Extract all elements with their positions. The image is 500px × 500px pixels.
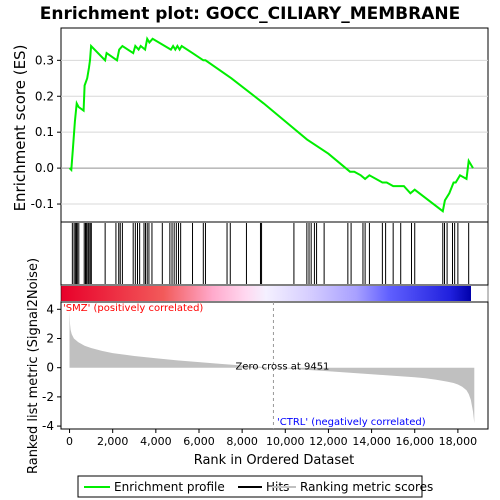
zero-cross-label: Zero cross at 9451 — [235, 362, 329, 373]
x-tick-label: 10,000 — [266, 435, 305, 448]
hits-panel — [60, 221, 489, 286]
x-axis-label: Rank in Ordered Dataset — [194, 453, 355, 468]
es-y-tick-label: 0.3 — [35, 53, 54, 67]
es-y-tick-label: 0.0 — [35, 161, 54, 175]
x-tick-label: 18,000 — [439, 435, 478, 448]
x-tick-label: 4,000 — [140, 435, 172, 448]
x-tick-label: 6,000 — [183, 435, 215, 448]
ranking-metric-area — [69, 310, 475, 424]
ranking-color-bar — [61, 286, 471, 301]
es-y-axis-label: Enrichment score (ES) — [11, 45, 29, 212]
es-y-tick-label: 0.2 — [35, 89, 54, 103]
x-tick-label: 8,000 — [226, 435, 258, 448]
metric-y-tick-label: 0 — [46, 361, 54, 375]
es-y-tick-label: -0.1 — [31, 197, 54, 211]
x-tick-label: 2,000 — [97, 435, 129, 448]
metric-y-ticks: -4 -2 0 2 4 — [42, 302, 61, 433]
metric-y-axis-label: Ranked list metric (Signal2Noise) — [26, 258, 41, 474]
es-grid — [61, 59, 488, 205]
legend: Enrichment profile Hits Ranking metric s… — [77, 475, 433, 498]
x-axis-ticks: 0 2,000 4,000 6,000 8,000 10,000 12,000 14,000 1… — [66, 429, 477, 448]
metric-y-tick-label: -4 — [42, 419, 54, 433]
es-panel-frame — [60, 27, 489, 223]
x-tick-label: 0 — [66, 435, 73, 448]
legend-ranking-metric: Ranking metric scores — [300, 480, 433, 494]
negative-correlation-label: 'CTRL' (negatively correlated) — [277, 417, 426, 428]
x-tick-label: 12,000 — [309, 435, 348, 448]
metric-y-tick-label: 2 — [46, 331, 54, 345]
hit-markers — [71, 223, 470, 284]
metric-y-tick-label: 4 — [46, 302, 54, 316]
enrichment-profile-line — [68, 36, 474, 213]
metric-panel-frame — [60, 301, 489, 430]
metric-y-tick-label: -2 — [42, 390, 54, 404]
x-tick-label: 16,000 — [395, 435, 434, 448]
es-y-ticks: -0.1 0.0 0.1 0.2 0.3 — [31, 53, 61, 211]
chart-title: Enrichment plot: GOCC_CILIARY_MEMBRANE — [40, 4, 460, 24]
positive-correlation-label: 'SMZ' (positively correlated) — [63, 303, 203, 314]
x-tick-label: 14,000 — [352, 435, 391, 448]
es-y-tick-label: 0.1 — [35, 125, 54, 139]
legend-enrichment-profile: Enrichment profile — [114, 480, 225, 494]
